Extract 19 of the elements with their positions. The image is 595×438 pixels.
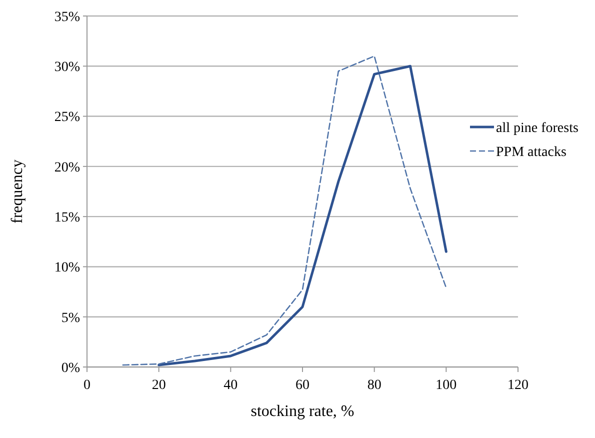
x-axis-title: stocking rate, % [250, 403, 354, 420]
x-tick-label: 60 [296, 378, 310, 393]
y-tick-label: 20% [54, 160, 80, 176]
y-tick-label: 15% [54, 210, 80, 226]
legend-label: all pine forests [496, 120, 578, 136]
y-tick-label: 35% [54, 10, 80, 25]
y-tick-label: 30% [54, 60, 80, 76]
x-tick-label: 0 [84, 378, 90, 393]
x-tick-label: 20 [152, 378, 166, 393]
y-tick-label: 5% [61, 310, 80, 326]
y-axis-title: frequency [9, 160, 26, 224]
y-tick-label: 10% [54, 260, 80, 276]
x-tick-label: 40 [224, 378, 238, 393]
x-tick-label: 100 [436, 378, 457, 393]
y-tick-label: 0% [61, 360, 80, 376]
y-tick-label: 25% [54, 110, 80, 126]
x-tick-label: 80 [367, 378, 382, 393]
x-tick-label: 120 [508, 378, 528, 393]
legend-label: PPM attacks [496, 144, 566, 160]
